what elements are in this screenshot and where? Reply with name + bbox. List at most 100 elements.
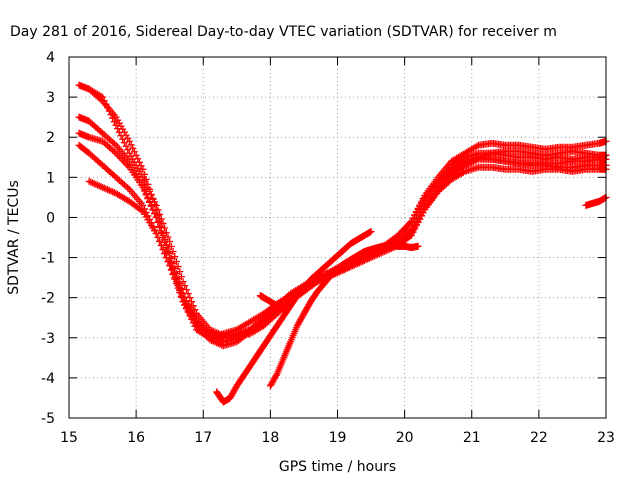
data-point — [401, 236, 409, 244]
data-point — [134, 164, 142, 172]
data-point — [265, 317, 273, 325]
data-point — [409, 214, 417, 222]
data-point — [100, 97, 108, 105]
data-point — [139, 173, 147, 181]
data-point — [171, 265, 179, 273]
data-point — [271, 374, 279, 382]
data-point — [105, 167, 113, 175]
data-point — [107, 137, 115, 145]
data-point — [315, 277, 323, 285]
data-point — [370, 252, 378, 260]
data-point — [300, 310, 308, 318]
data-point — [120, 181, 128, 189]
data-point — [146, 198, 154, 206]
data-point — [270, 313, 278, 321]
data-point — [115, 128, 123, 136]
data-point — [411, 211, 419, 219]
data-point — [109, 146, 117, 154]
data-point — [375, 250, 383, 258]
data-series-s1 — [75, 81, 610, 342]
data-point — [283, 293, 291, 301]
data-point — [129, 144, 137, 152]
data-point — [119, 179, 127, 187]
data-series-s9 — [256, 292, 288, 312]
data-point — [99, 129, 107, 137]
data-point — [258, 315, 266, 323]
data-point — [191, 306, 199, 314]
data-point — [129, 155, 137, 163]
data-point — [167, 255, 175, 263]
data-point — [253, 320, 261, 328]
x-tick-label: 19 — [329, 430, 347, 446]
data-point — [139, 201, 147, 209]
data-point — [181, 297, 189, 305]
data-point — [414, 205, 422, 213]
y-tick-label: 2 — [46, 130, 55, 146]
data-point — [87, 151, 95, 159]
data-point — [88, 120, 96, 128]
data-point — [369, 253, 377, 261]
data-point — [124, 184, 132, 192]
data-point — [372, 251, 380, 259]
data-point — [280, 296, 288, 304]
data-point — [354, 260, 362, 268]
data-point — [473, 142, 481, 150]
data-point — [109, 138, 117, 146]
data-point — [104, 134, 112, 142]
data-point — [99, 93, 107, 101]
data-point — [154, 218, 162, 226]
data-point — [271, 373, 279, 381]
data-point — [105, 135, 113, 143]
data-point — [132, 151, 140, 159]
data-point — [92, 155, 100, 163]
data-point — [362, 256, 370, 264]
data-point — [345, 263, 353, 271]
data-point — [367, 254, 375, 262]
data-point — [152, 213, 160, 221]
data-point — [230, 386, 238, 394]
data-point — [355, 259, 363, 267]
data-point — [302, 305, 310, 313]
data-point — [181, 282, 189, 290]
data-point — [119, 135, 127, 143]
data-point — [182, 286, 190, 294]
data-point — [127, 141, 135, 149]
data-series-s4 — [85, 85, 610, 340]
data-point — [110, 140, 118, 148]
data-point — [365, 254, 373, 262]
data-point — [189, 313, 197, 321]
data-point — [441, 171, 449, 179]
data-point — [407, 217, 415, 225]
data-series-s8 — [266, 242, 422, 390]
data-point — [141, 177, 149, 185]
data-point — [99, 183, 107, 191]
data-point — [90, 180, 98, 188]
data-point — [271, 311, 279, 319]
data-point — [317, 276, 325, 284]
data-point — [169, 270, 177, 278]
data-point — [439, 173, 447, 181]
data-point — [377, 249, 385, 257]
data-point — [419, 196, 427, 204]
data-point — [473, 154, 481, 162]
data-point — [228, 391, 236, 399]
x-tick-label: 21 — [463, 430, 481, 446]
data-point — [193, 320, 201, 328]
data-point — [409, 226, 417, 234]
data-point — [436, 176, 444, 184]
data-point — [301, 308, 309, 316]
data-point — [114, 175, 122, 183]
data-point — [406, 231, 414, 239]
x-tick-label: 18 — [261, 430, 279, 446]
data-point — [402, 234, 410, 242]
data-point — [303, 304, 311, 312]
data-point — [278, 297, 286, 305]
data-point — [298, 313, 306, 321]
data-point — [313, 278, 321, 286]
data-point — [100, 184, 108, 192]
grid-lines — [69, 57, 606, 418]
data-point — [87, 119, 95, 127]
data-point — [109, 170, 117, 178]
